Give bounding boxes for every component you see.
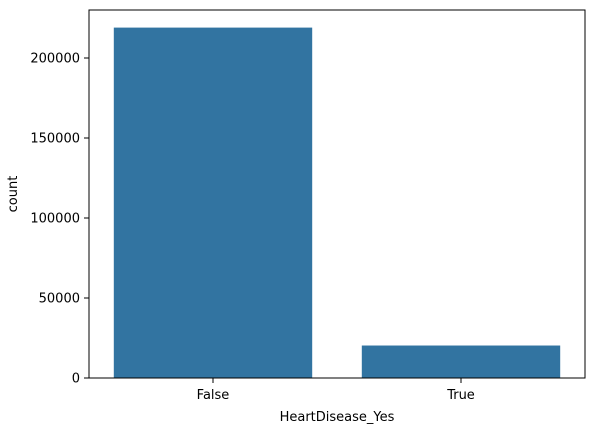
y-tick-label: 200000 — [30, 52, 80, 67]
bar-false — [113, 27, 313, 378]
plot-frame — [88, 9, 586, 379]
x-axis-label: HeartDisease_Yes — [280, 410, 395, 425]
y-tick-label: 100000 — [30, 212, 80, 227]
bar-true — [361, 345, 561, 378]
x-axis-ticks: False True — [197, 378, 475, 403]
y-axis-label: count — [6, 176, 21, 213]
x-tick-label: False — [197, 388, 230, 403]
y-tick-label: 50000 — [39, 292, 80, 307]
y-axis-ticks: 0 50000 100000 150000 200000 — [30, 52, 89, 387]
y-tick-label: 150000 — [30, 132, 80, 147]
bars-group — [113, 27, 561, 378]
x-tick-label: True — [446, 388, 475, 403]
y-tick-label: 0 — [72, 372, 80, 387]
